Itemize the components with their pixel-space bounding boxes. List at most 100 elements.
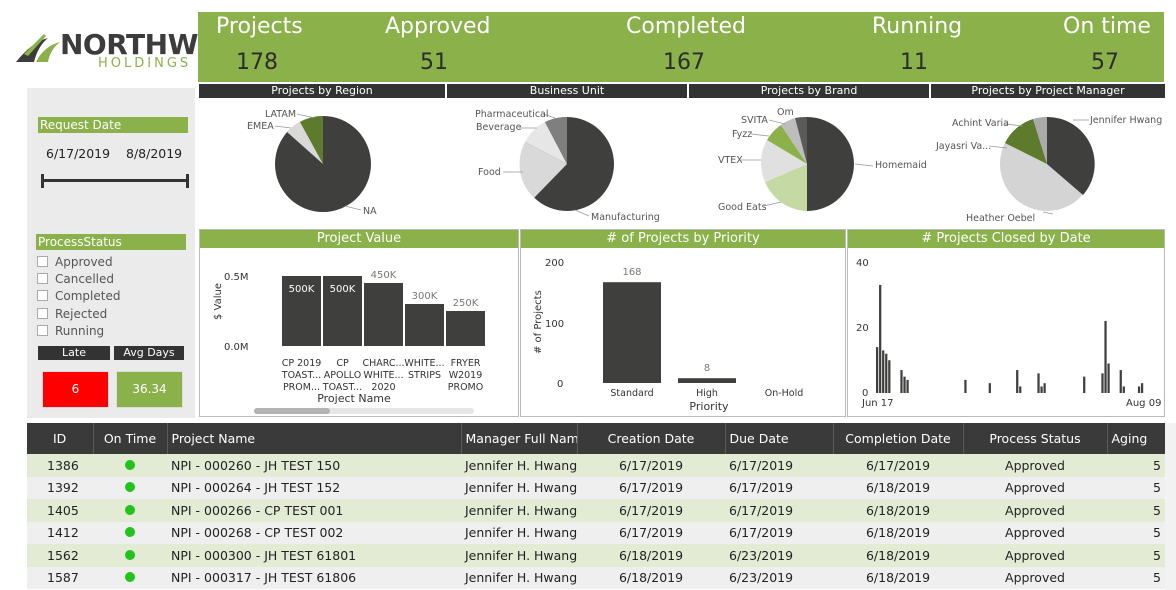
status-option-cancelled[interactable]: Cancelled	[37, 272, 114, 286]
projects-table: ID On Time Project Name Manager Full Nam…	[27, 423, 1165, 590]
status-option-completed[interactable]: Completed	[37, 289, 120, 303]
pie-slice-homemaid[interactable]	[807, 117, 854, 211]
checkbox[interactable]	[37, 256, 48, 267]
status-option-running[interactable]: Running	[37, 324, 104, 338]
bar-closed-date[interactable]	[879, 284, 882, 393]
priority-chart[interactable]: 200 100 0 # of Projects 168 Standard 8 High…	[521, 248, 845, 416]
table-row[interactable]: 1386 NPI - 000260 - JH TEST 150 Jennifer H…	[27, 454, 1165, 477]
col-header-due-date[interactable]: Due Date	[725, 423, 834, 454]
bar-closed-date[interactable]	[900, 370, 903, 393]
pie-slice-vtex[interactable]	[760, 140, 807, 182]
kpi-completed-value[interactable]: 167	[663, 50, 705, 75]
status-option-approved[interactable]: Approved	[37, 255, 113, 269]
pie-slice-fyzz[interactable]	[767, 125, 807, 164]
pie-business-unit-chart[interactable]: Pharmaceutical Beverage Food Manufacturi…	[447, 98, 687, 228]
bar-closed-date[interactable]	[1119, 370, 1122, 393]
table-cell: Approved	[963, 499, 1107, 522]
bar-priority[interactable]	[603, 282, 661, 383]
table-row[interactable]: 1392 NPI - 000264 - JH TEST 152 Jennifer H…	[27, 476, 1165, 499]
bar-closed-date[interactable]	[903, 376, 906, 393]
slider-end-handle[interactable]	[186, 174, 189, 188]
pie-slice-latam[interactable]	[300, 116, 323, 164]
bar-closed-date[interactable]	[1140, 383, 1144, 393]
pie-slice-food[interactable]	[519, 142, 567, 198]
pie-brand-chart[interactable]: Om SVITA Fyzz VTEX Good Eats Homemaid	[689, 98, 929, 228]
pie-manager-chart[interactable]: Achint Varia Jennifer Hwang Jayasri Va..…	[931, 98, 1165, 228]
x-tick-label: High	[696, 388, 718, 399]
bar-project-value[interactable]	[323, 276, 362, 346]
bar-closed-date[interactable]	[1043, 383, 1046, 393]
pie-slice-jennifer-hwang[interactable]	[1047, 116, 1095, 195]
pie-slice-pharmaceutical[interactable]	[545, 116, 567, 164]
scrollbar-thumb[interactable]	[254, 408, 330, 414]
start-date-input[interactable]: 6/17/2019	[46, 146, 111, 161]
y-tick-label: 20	[856, 323, 869, 334]
bar-closed-date[interactable]	[1016, 370, 1019, 393]
col-header-process-status[interactable]: Process Status	[963, 423, 1108, 454]
checkbox[interactable]	[37, 290, 48, 301]
date-range-slider[interactable]	[41, 174, 189, 188]
end-date-input[interactable]: 8/8/2019	[126, 146, 183, 161]
table-row[interactable]: 1587 NPI - 000317 - JH TEST 61806 Jennifer…	[27, 566, 1165, 589]
bar-closed-date[interactable]	[1137, 386, 1141, 393]
bar-closed-date[interactable]	[964, 379, 967, 393]
pie-slice-beverage[interactable]	[525, 122, 567, 164]
bar-closed-date[interactable]	[988, 383, 991, 393]
closed-by-date-panel: # Projects Closed by Date 40 20 0 Jun 17…	[847, 229, 1165, 417]
pie-slice-svita[interactable]	[781, 118, 807, 164]
slider-start-handle[interactable]	[41, 174, 44, 188]
bar-closed-date[interactable]	[885, 353, 888, 393]
bar-data-label: 8	[704, 363, 710, 374]
status-option-rejected[interactable]: Rejected	[37, 307, 107, 321]
bar-closed-date[interactable]	[906, 379, 909, 393]
table-row[interactable]: 1405 NPI - 000266 - CP TEST 001 Jennifer H…	[27, 499, 1165, 522]
pie-slice-jayasri[interactable]	[1033, 116, 1047, 164]
bar-closed-date[interactable]	[1019, 386, 1022, 393]
bar-project-value[interactable]	[364, 283, 403, 346]
table-row[interactable]: 1412 NPI - 000268 - CP TEST 002 Jennifer H…	[27, 521, 1165, 544]
table-row[interactable]: 1562 NPI - 000300 - JH TEST 61801 Jennifer…	[27, 544, 1165, 567]
bar-closed-date[interactable]	[1101, 373, 1104, 393]
checkbox[interactable]	[37, 273, 48, 284]
late-count-card[interactable]: 6	[42, 371, 109, 408]
kpi-running-value[interactable]: 11	[900, 50, 928, 75]
on-time-indicator-icon	[125, 527, 135, 538]
priority-panel: # of Projects by Priority 200 100 0 # of…	[520, 229, 846, 417]
avg-days-card[interactable]: 36.34	[116, 371, 183, 408]
col-header-aging[interactable]: Aging	[1107, 423, 1165, 454]
kpi-ontime-value[interactable]: 57	[1091, 50, 1119, 75]
bar-closed-date[interactable]	[888, 360, 891, 393]
pie-label-homemaid: Homemaid	[875, 160, 927, 171]
bar-project-value[interactable]	[282, 276, 321, 346]
col-header-manager[interactable]: Manager Full Name	[461, 423, 578, 454]
pie-slice-good-eats[interactable]	[765, 164, 807, 211]
pie-label-food: Food	[478, 167, 501, 178]
bar-closed-date[interactable]	[1040, 386, 1043, 393]
bar-closed-date[interactable]	[1107, 363, 1110, 393]
table-vertical-scrollbar[interactable]	[1165, 423, 1176, 590]
pie-slice-om[interactable]	[795, 116, 807, 164]
checkbox[interactable]	[37, 325, 48, 336]
bar-closed-date[interactable]	[876, 347, 879, 393]
bar-closed-date[interactable]	[882, 350, 885, 393]
pie-region-chart[interactable]: LATAM EMEA NA	[199, 98, 445, 228]
bar-closed-date[interactable]	[1104, 320, 1107, 393]
col-header-creation-date[interactable]: Creation Date	[577, 423, 726, 454]
col-header-id[interactable]: ID	[27, 423, 94, 454]
bar-closed-date[interactable]	[1122, 386, 1125, 393]
status-option-label: Rejected	[55, 307, 108, 321]
x-tick-label: PROM...	[283, 382, 320, 393]
bar-closed-date[interactable]	[1083, 376, 1086, 393]
closed-by-date-chart[interactable]: 40 20 0 Jun 17 Aug 09	[848, 248, 1164, 416]
bar-project-value[interactable]	[446, 311, 485, 346]
bar-closed-date[interactable]	[1037, 373, 1040, 393]
kpi-projects-value[interactable]: 178	[236, 50, 278, 75]
col-header-project-name[interactable]: Project Name	[167, 423, 462, 454]
bar-priority[interactable]	[678, 378, 736, 383]
checkbox[interactable]	[37, 308, 48, 319]
col-header-completion-date[interactable]: Completion Date	[833, 423, 964, 454]
kpi-approved-value[interactable]: 51	[420, 50, 448, 75]
bar-project-value[interactable]	[405, 304, 444, 346]
col-header-on-time[interactable]: On Time	[93, 423, 168, 454]
